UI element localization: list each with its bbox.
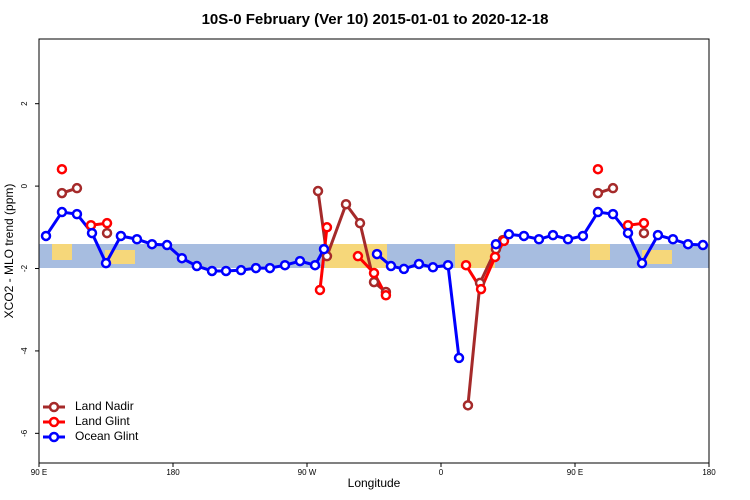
data-point (592, 163, 604, 175)
x-tick-label: 180 (166, 468, 180, 477)
data-point (368, 267, 380, 279)
data-point (321, 222, 333, 233)
data-point (638, 217, 650, 229)
data-point (460, 259, 472, 271)
data-point (368, 276, 380, 288)
legend-marker (48, 401, 60, 413)
data-point (191, 260, 203, 272)
data-point (577, 230, 589, 242)
data-point (250, 262, 262, 274)
legend-label: Land Glint (75, 414, 130, 428)
data-point (518, 230, 530, 242)
data-point (592, 206, 604, 218)
data-point (309, 259, 321, 271)
plot-frame (38, 38, 710, 464)
y-tick-label: -6 (20, 429, 29, 437)
data-point (380, 290, 392, 301)
data-point (489, 251, 501, 263)
data-point (56, 187, 68, 199)
data-point (442, 259, 454, 271)
data-point (314, 284, 326, 296)
data-point (453, 352, 465, 364)
data-point (131, 234, 143, 245)
data-point (385, 260, 397, 272)
data-point (86, 227, 98, 239)
x-tick-label: 0 (439, 468, 444, 477)
data-point (100, 257, 112, 269)
x-tick-label: 90 W (298, 468, 317, 477)
data-point (312, 185, 324, 197)
y-tick-label: -4 (20, 347, 29, 355)
data-point (206, 265, 218, 277)
data-point (652, 229, 664, 241)
data-point (56, 206, 68, 218)
x-axis-label: Longitude (348, 476, 401, 490)
data-point (462, 400, 474, 411)
land-patch (52, 244, 72, 260)
data-point (220, 265, 232, 277)
y-tick-label: 0 (20, 183, 29, 188)
data-point (592, 187, 604, 199)
chart-title: 10S-0 February (Ver 10) 2015-01-01 to 20… (202, 11, 549, 28)
data-point (638, 227, 650, 239)
data-point (607, 208, 619, 220)
data-point (667, 234, 679, 245)
data-point (371, 248, 383, 260)
data-point (503, 229, 515, 240)
data-point (71, 208, 83, 220)
data-point (682, 238, 694, 250)
x-tick-label: 180 (702, 468, 716, 477)
data-point (607, 182, 619, 194)
data-point (279, 259, 291, 271)
data-point (354, 217, 366, 229)
data-point (115, 230, 127, 242)
data-point (264, 262, 276, 274)
data-point (352, 250, 364, 262)
x-tick-label: 90 E (567, 468, 583, 477)
data-point (340, 198, 352, 210)
data-point (40, 230, 52, 242)
y-tick-label: 2 (20, 101, 29, 106)
data-point (636, 257, 648, 269)
legend-marker (48, 431, 60, 443)
data-point (697, 239, 709, 251)
data-point (562, 234, 574, 245)
data-point (101, 227, 113, 239)
land-patch (590, 244, 610, 260)
y-tick-label: -2 (20, 264, 29, 272)
data-point (427, 262, 439, 273)
data-point (490, 238, 502, 250)
data-point (71, 182, 83, 194)
legend-marker (48, 416, 60, 428)
y-axis-label: XCO2 - MLO trend (ppm) (2, 184, 16, 319)
data-point (56, 163, 68, 175)
data-point (101, 217, 113, 229)
data-point (235, 264, 247, 276)
x-tick-label: 90 E (31, 468, 47, 477)
data-point (318, 243, 330, 255)
data-point (294, 255, 306, 267)
data-point (622, 227, 634, 239)
legend-label: Land Nadir (75, 399, 134, 413)
land-patch (642, 250, 672, 264)
data-point (547, 229, 559, 241)
data-point (413, 258, 425, 270)
data-point (475, 283, 487, 295)
data-point (161, 239, 173, 251)
data-point (398, 263, 410, 275)
data-point (533, 234, 545, 245)
data-point (146, 238, 158, 250)
data-point (176, 252, 188, 264)
legend-label: Ocean Glint (75, 429, 139, 443)
